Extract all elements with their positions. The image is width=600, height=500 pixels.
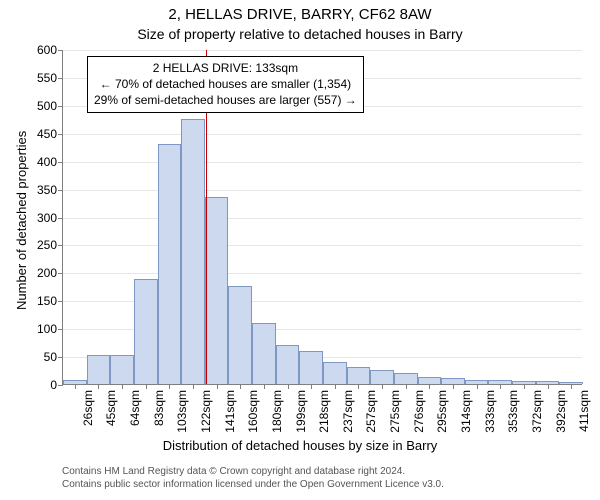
x-tick-label: 64sqm — [126, 390, 142, 426]
y-tick-label: 450 — [37, 127, 63, 141]
x-tick-mark — [571, 384, 572, 389]
chart-title: 2, HELLAS DRIVE, BARRY, CF62 8AW — [0, 6, 600, 23]
y-tick-label: 100 — [37, 322, 63, 336]
x-tick-mark — [335, 384, 336, 389]
x-tick-mark — [288, 384, 289, 389]
x-tick-mark — [477, 384, 478, 389]
x-tick-mark — [193, 384, 194, 389]
histogram-bar — [228, 286, 252, 384]
x-tick-label: 295sqm — [433, 390, 449, 433]
histogram-bar — [418, 377, 442, 384]
x-tick-label: 199sqm — [292, 390, 308, 433]
x-tick-label: 45sqm — [102, 390, 118, 426]
x-tick-label: 141sqm — [221, 390, 237, 433]
histogram-bar — [205, 197, 229, 384]
y-tick-label: 500 — [37, 99, 63, 113]
x-tick-label: 180sqm — [268, 390, 284, 433]
gridline — [63, 134, 582, 135]
x-tick-label: 392sqm — [552, 390, 568, 433]
histogram-bar — [110, 355, 134, 384]
x-tick-label: 257sqm — [362, 390, 378, 433]
y-tick-label: 150 — [37, 294, 63, 308]
y-tick-label: 0 — [50, 378, 63, 392]
x-tick-mark — [358, 384, 359, 389]
y-tick-label: 300 — [37, 211, 63, 225]
chart-subtitle: Size of property relative to detached ho… — [0, 26, 600, 42]
histogram-bar — [394, 373, 418, 384]
x-tick-label: 372sqm — [528, 390, 544, 433]
annotation-line: 2 HELLAS DRIVE: 133sqm — [94, 60, 357, 76]
gridline — [63, 273, 582, 274]
x-tick-label: 333sqm — [481, 390, 497, 433]
x-axis-label: Distribution of detached houses by size … — [0, 438, 600, 453]
y-tick-label: 600 — [37, 43, 63, 57]
y-tick-label: 250 — [37, 238, 63, 252]
footer-line-1: Contains HM Land Registry data © Crown c… — [62, 466, 444, 479]
y-tick-label: 350 — [37, 183, 63, 197]
x-tick-mark — [122, 384, 123, 389]
footer-line-2: Contains public sector information licen… — [62, 479, 444, 492]
y-tick-label: 50 — [44, 350, 63, 364]
histogram-bar — [87, 355, 111, 384]
gridline — [63, 245, 582, 246]
histogram-bar — [134, 279, 158, 384]
annotation-box: 2 HELLAS DRIVE: 133sqm← 70% of detached … — [87, 56, 364, 113]
gridline — [63, 50, 582, 51]
histogram-bar — [252, 323, 276, 384]
x-tick-label: 353sqm — [504, 390, 520, 433]
histogram-bar — [299, 351, 323, 385]
attribution-footer: Contains HM Land Registry data © Crown c… — [62, 466, 444, 491]
x-tick-label: 160sqm — [244, 390, 260, 433]
x-tick-mark — [98, 384, 99, 389]
histogram-bar — [181, 119, 205, 384]
gridline — [63, 218, 582, 219]
x-tick-mark — [500, 384, 501, 389]
x-tick-label: 276sqm — [410, 390, 426, 433]
y-tick-label: 200 — [37, 266, 63, 280]
y-tick-label: 400 — [37, 155, 63, 169]
x-tick-mark — [217, 384, 218, 389]
gridline — [63, 162, 582, 163]
x-tick-label: 411sqm — [575, 390, 591, 432]
x-tick-label: 218sqm — [315, 390, 331, 433]
x-tick-mark — [382, 384, 383, 389]
x-tick-mark — [240, 384, 241, 389]
x-tick-mark — [429, 384, 430, 389]
x-tick-label: 275sqm — [386, 390, 402, 433]
histogram-bar — [158, 144, 182, 384]
histogram-bar — [276, 345, 300, 384]
y-axis-label: Number of detached properties — [14, 131, 29, 310]
x-tick-mark — [453, 384, 454, 389]
x-tick-mark — [75, 384, 76, 389]
gridline — [63, 190, 582, 191]
x-tick-mark — [264, 384, 265, 389]
x-tick-mark — [146, 384, 147, 389]
x-tick-mark — [406, 384, 407, 389]
x-tick-label: 237sqm — [339, 390, 355, 433]
x-tick-mark — [169, 384, 170, 389]
x-tick-label: 26sqm — [79, 390, 95, 426]
x-tick-label: 103sqm — [173, 390, 189, 433]
x-tick-label: 122sqm — [197, 390, 213, 433]
x-tick-label: 314sqm — [457, 390, 473, 433]
x-tick-label: 83sqm — [150, 390, 166, 426]
histogram-bar — [323, 362, 347, 384]
x-tick-mark — [311, 384, 312, 389]
x-tick-mark — [548, 384, 549, 389]
histogram-bar — [370, 370, 394, 384]
x-tick-mark — [524, 384, 525, 389]
y-tick-label: 550 — [37, 71, 63, 85]
annotation-line: 29% of semi-detached houses are larger (… — [94, 92, 357, 108]
histogram-bar — [347, 367, 371, 384]
annotation-line: ← 70% of detached houses are smaller (1,… — [94, 76, 357, 92]
plot-area: 05010015020025030035040045050055060026sq… — [62, 50, 582, 385]
